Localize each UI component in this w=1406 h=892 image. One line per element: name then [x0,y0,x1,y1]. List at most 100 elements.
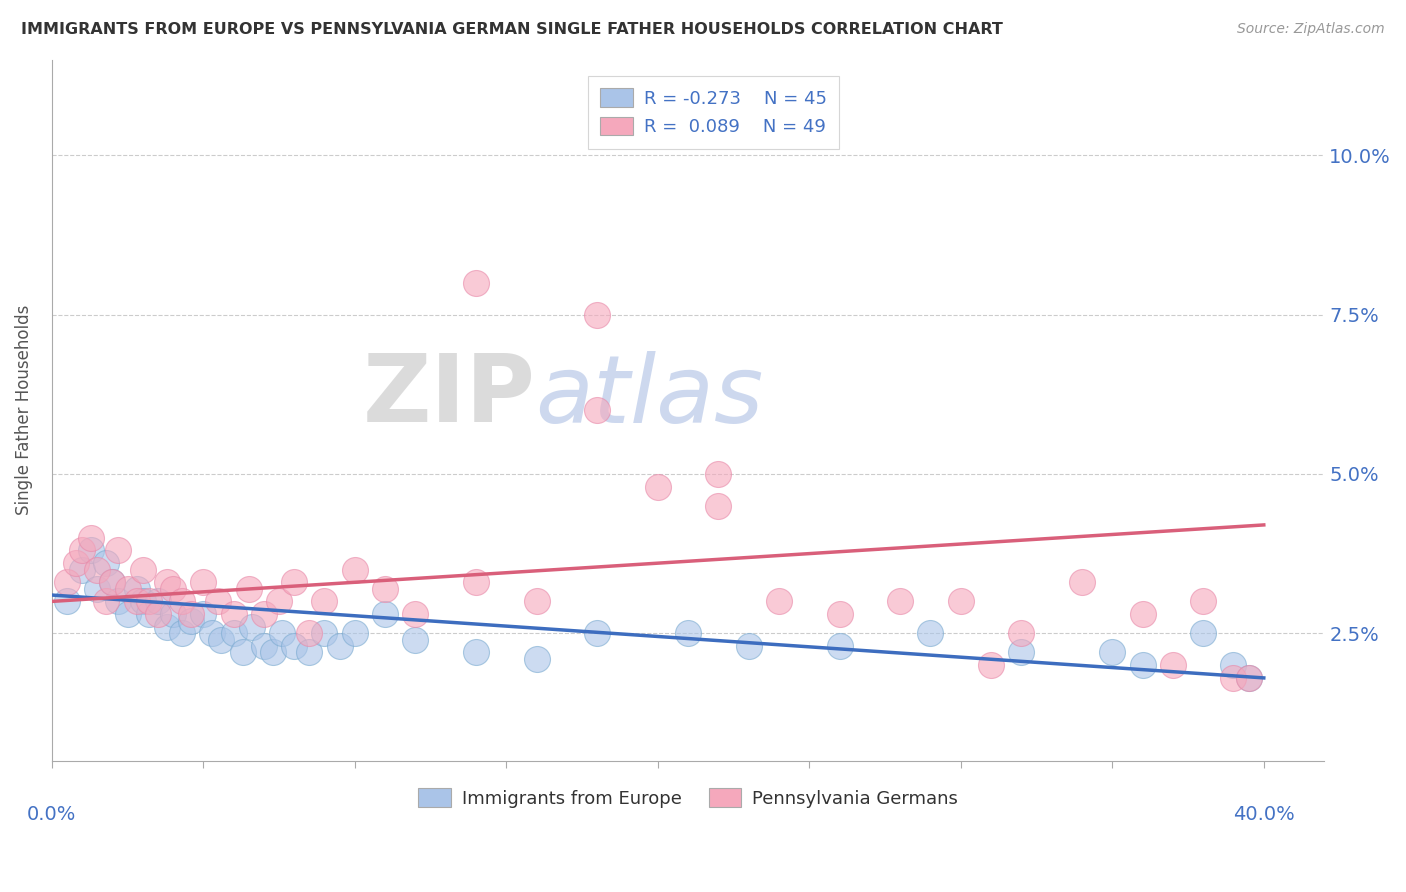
Point [170,626,193,640]
Point [283,639,305,653]
Text: 40.0%: 40.0% [1233,805,1295,824]
Point [586,308,609,322]
Point [374,607,396,622]
Point [314,626,336,640]
Point [828,639,851,653]
Point [271,626,294,640]
Point [828,607,851,622]
Point [253,639,276,653]
Legend: R = -0.273    N = 45, R =  0.089    N = 49: R = -0.273 N = 45, R = 0.089 N = 49 [588,76,839,149]
Y-axis label: Single Father Households: Single Father Households [15,305,32,516]
Point [737,639,759,653]
Point [707,467,730,481]
Point [676,626,699,640]
Point [65,556,87,570]
Point [586,626,609,640]
Point [267,594,290,608]
Point [343,626,366,640]
Point [1010,626,1032,640]
Point [283,575,305,590]
Point [1101,645,1123,659]
Point [96,594,118,608]
Point [70,563,93,577]
Point [101,575,124,590]
Point [1132,607,1154,622]
Point [156,575,179,590]
Point [162,607,184,622]
Point [404,607,426,622]
Point [162,582,184,596]
Point [920,626,942,640]
Text: ZIP: ZIP [363,351,536,442]
Point [526,594,548,608]
Point [125,594,148,608]
Point [56,594,79,608]
Point [86,563,108,577]
Point [117,582,139,596]
Point [222,626,245,640]
Point [125,582,148,596]
Point [193,607,215,622]
Point [170,594,193,608]
Point [465,645,488,659]
Point [146,607,169,622]
Point [262,645,284,659]
Point [343,563,366,577]
Point [238,582,260,596]
Point [298,645,321,659]
Point [96,556,118,570]
Point [180,607,202,622]
Point [404,632,426,647]
Text: 0.0%: 0.0% [27,805,76,824]
Point [1237,671,1260,685]
Point [56,575,79,590]
Point [253,607,276,622]
Point [1132,658,1154,673]
Point [107,594,129,608]
Point [526,652,548,666]
Point [232,645,254,659]
Point [209,632,232,647]
Point [647,480,669,494]
Text: IMMIGRANTS FROM EUROPE VS PENNSYLVANIA GERMAN SINGLE FATHER HOUSEHOLDS CORRELATI: IMMIGRANTS FROM EUROPE VS PENNSYLVANIA G… [21,22,1002,37]
Point [138,594,160,608]
Point [949,594,972,608]
Point [707,499,730,513]
Point [80,543,103,558]
Point [889,594,911,608]
Point [86,582,108,596]
Point [222,607,245,622]
Point [1161,658,1184,673]
Point [374,582,396,596]
Point [101,575,124,590]
Point [465,575,488,590]
Point [314,594,336,608]
Point [980,658,1002,673]
Point [80,531,103,545]
Point [131,563,153,577]
Point [156,620,179,634]
Text: Source: ZipAtlas.com: Source: ZipAtlas.com [1237,22,1385,37]
Point [107,543,129,558]
Point [329,639,352,653]
Point [138,607,160,622]
Point [298,626,321,640]
Point [1010,645,1032,659]
Point [70,543,93,558]
Point [240,620,263,634]
Point [1222,671,1244,685]
Point [1222,658,1244,673]
Point [1192,626,1215,640]
Point [586,403,609,417]
Point [131,594,153,608]
Point [201,626,224,640]
Point [465,276,488,290]
Text: atlas: atlas [536,351,763,442]
Point [1237,671,1260,685]
Point [146,594,169,608]
Point [1192,594,1215,608]
Point [768,594,790,608]
Point [180,614,202,628]
Point [1071,575,1094,590]
Point [193,575,215,590]
